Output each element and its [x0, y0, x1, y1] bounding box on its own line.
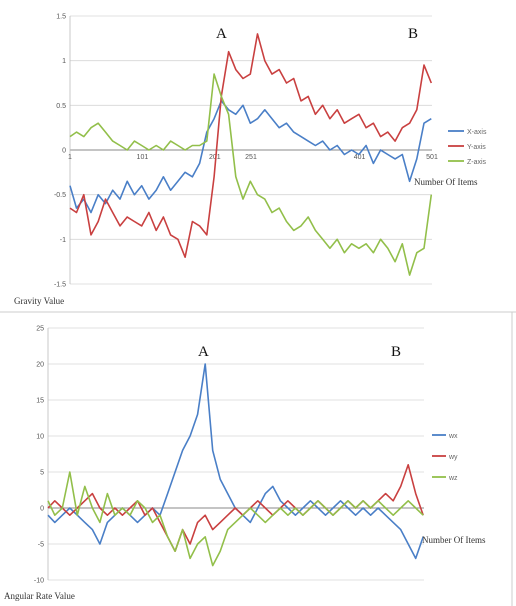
y-tick-label: 15: [36, 398, 44, 405]
gravity-grid: [69, 15, 432, 285]
y-tick-label: 0: [40, 506, 44, 513]
y-tick-label: 25: [36, 326, 44, 333]
y-tick-label: 5: [40, 470, 44, 477]
y-tick-label: -0.5: [54, 192, 66, 199]
y-tick-label: -5: [38, 542, 44, 549]
y-tick-label: -10: [34, 578, 44, 585]
legend-label-wx: wx: [448, 433, 458, 440]
legend-label-y-axis: Y-axis: [467, 144, 486, 151]
series-line-wx: [47, 363, 424, 560]
x-tick-label: 201: [209, 154, 221, 161]
gravity-y-ticks: 1.5 1 0.5 0 -0.5 -1 -1.5: [54, 14, 66, 289]
y-tick-label: 0.5: [56, 103, 66, 110]
gravity-annotation-a: A: [216, 26, 227, 42]
gravity-x-axis-label: Number Of Items: [414, 177, 478, 187]
y-tick-label: 20: [36, 362, 44, 369]
y-tick-label: -1: [60, 237, 66, 244]
angular-annotation-a: A: [198, 344, 209, 360]
legend-label-wz: wz: [448, 475, 458, 482]
gravity-series: [69, 33, 433, 276]
x-tick-label: 1: [68, 154, 72, 161]
gravity-x-ticks: 1 101 201 251 401 501: [68, 154, 438, 161]
angular-series: [47, 363, 424, 567]
legend-label-z-axis: Z-axis: [467, 159, 487, 166]
series-line-y-axis: [69, 33, 433, 259]
y-tick-label: -1.5: [54, 282, 66, 289]
gravity-y-axis-label: Gravity Value: [14, 296, 64, 306]
angular-rate-chart: 25 20 15 10 5 0 -5 -10 A B Number Of Items Angu…: [4, 326, 486, 602]
y-tick-label: 10: [36, 434, 44, 441]
angular-annotation-b: B: [391, 344, 401, 360]
angular-legend: wx wy wz: [432, 433, 458, 482]
x-tick-label: 501: [426, 154, 438, 161]
y-tick-label: 1.5: [56, 14, 66, 21]
legend-label-x-axis: X-axis: [467, 129, 487, 136]
angular-y-axis-label: Angular Rate Value: [4, 591, 75, 601]
y-tick-label: 0: [62, 148, 66, 155]
series-line-z-axis: [69, 73, 433, 276]
angular-x-axis-label: Number Of Items: [422, 535, 486, 545]
series-line-x-axis: [69, 100, 432, 214]
series-line-wz: [47, 471, 424, 567]
angular-y-ticks: 25 20 15 10 5 0 -5 -10: [34, 326, 44, 585]
x-tick-label: 251: [245, 154, 257, 161]
x-tick-label: 101: [137, 154, 149, 161]
legend-label-wy: wy: [448, 454, 458, 461]
gravity-chart: 1.510.50-0.5-1-1.5 1 101 201 251 401 501 A B …: [14, 14, 487, 307]
angular-grid: [47, 327, 424, 581]
gravity-legend: X-axis Y-axis Z-axis: [448, 129, 487, 166]
y-tick-label: 1: [62, 58, 66, 65]
gravity-annotation-b: B: [408, 26, 418, 42]
x-tick-label: 401: [354, 154, 366, 161]
